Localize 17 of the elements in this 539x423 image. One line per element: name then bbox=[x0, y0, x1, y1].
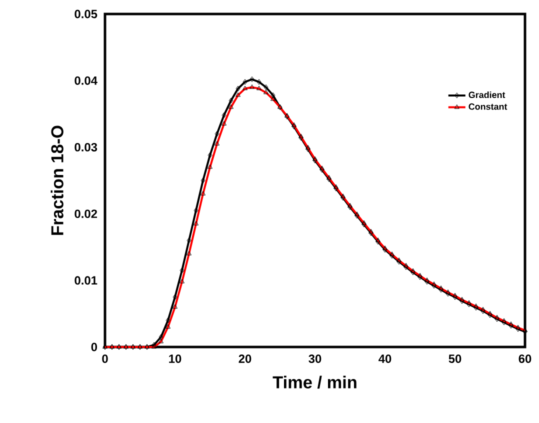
x-tick-label: 60 bbox=[518, 354, 532, 363]
x-tick-label: 20 bbox=[238, 354, 252, 363]
y-tick-label: 0 bbox=[91, 342, 97, 352]
x-tick-label: 40 bbox=[378, 354, 392, 363]
y-tick-label: 0.05 bbox=[74, 10, 98, 18]
y-tick-label: 0.03 bbox=[74, 142, 98, 152]
x-tick-label: 10 bbox=[169, 354, 182, 363]
y-tick-label: 0.01 bbox=[74, 276, 98, 285]
y-tick-label: 0.04 bbox=[74, 76, 98, 85]
x-tick-label: 30 bbox=[308, 354, 322, 363]
legend-label: Gradient bbox=[468, 91, 506, 98]
x-axis-title: Time / min bbox=[272, 376, 356, 389]
y-tick-label: 0.02 bbox=[74, 210, 98, 218]
x-tick-label: 50 bbox=[448, 354, 462, 363]
y-axis-title: Fraction 18-O bbox=[50, 126, 64, 235]
legend-label: Constant bbox=[468, 103, 508, 110]
x-tick-label: 0 bbox=[102, 354, 108, 363]
